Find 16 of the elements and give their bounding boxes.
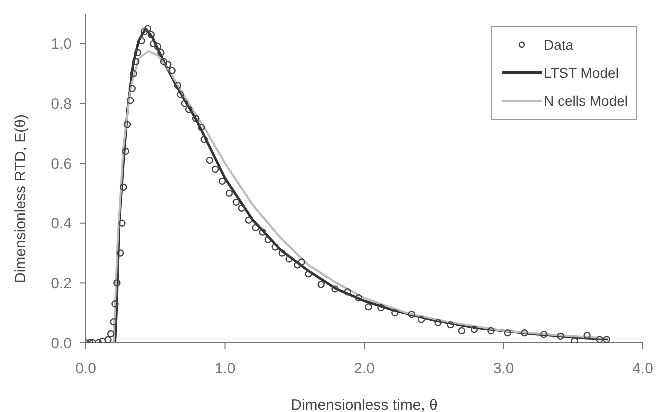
- legend-label: LTST Model: [544, 65, 619, 81]
- x-axis-title: Dimensionless time, θ: [291, 397, 438, 412]
- y-tick-label: 0.2: [51, 276, 72, 293]
- x-tick-label: 0.0: [76, 360, 96, 378]
- x-tick-label: 1.0: [214, 360, 236, 378]
- legend-label: Data: [544, 37, 574, 53]
- legend-label: N cells Model: [544, 93, 628, 109]
- x-tick-label: 2.0: [354, 360, 375, 378]
- y-tick-label: 0.4: [51, 216, 72, 233]
- x-tick-label: 4.0: [632, 360, 654, 378]
- y-tick-label: 0.8: [51, 96, 72, 114]
- y-tick-label: 0.6: [51, 156, 72, 173]
- x-tick-label: 3.0: [493, 360, 514, 378]
- y-tick-label: 1.0: [51, 36, 72, 54]
- y-axis-title: Dimensionless RTD, E(θ): [12, 114, 30, 284]
- y-tick-label: 0.0: [51, 335, 72, 352]
